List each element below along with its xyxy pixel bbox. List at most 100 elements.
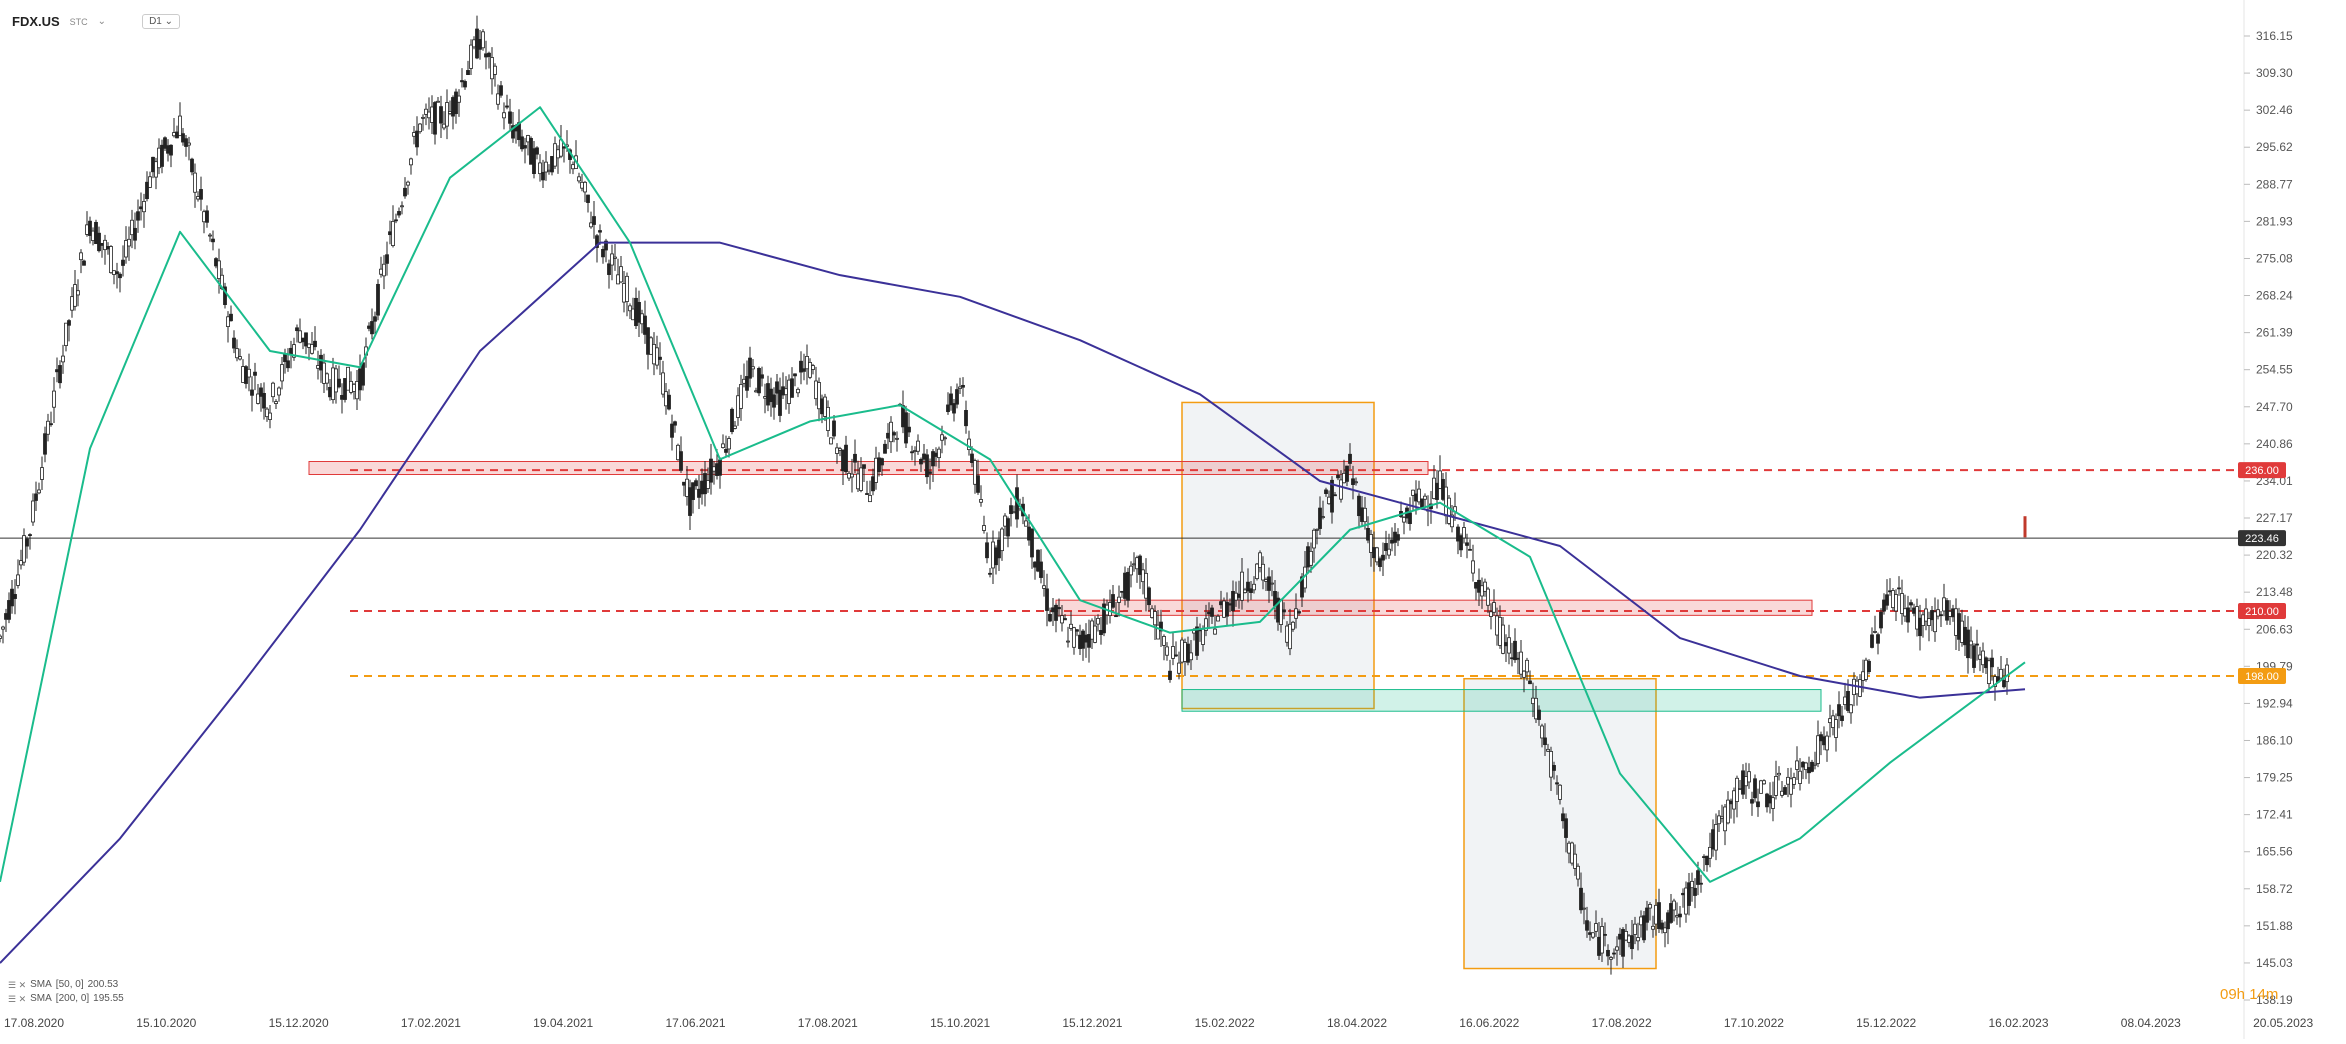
candle-body: [760, 374, 764, 379]
candle-body: [688, 487, 692, 516]
candle-body: [55, 369, 59, 373]
legend-row-sma50[interactable]: ☰ ✕ SMA [50, 0] 200.53: [8, 978, 124, 992]
candle-body: [1492, 602, 1496, 613]
toolbar: FDX.US STC ⌄ D1 ⌄: [12, 14, 181, 29]
candle-body: [1645, 907, 1649, 923]
candle-body: [436, 100, 440, 103]
candle-body: [1744, 776, 1748, 787]
candle-body: [280, 364, 284, 382]
candle-body: [1285, 625, 1289, 643]
candle-body: [94, 221, 98, 245]
candle-body: [1900, 593, 1904, 614]
candle-body: [769, 388, 773, 403]
candle-body: [1048, 613, 1052, 622]
candle-body: [1294, 608, 1298, 619]
candle-body: [1699, 882, 1703, 885]
symbol-label[interactable]: FDX.US: [12, 14, 60, 29]
candle-body: [1393, 531, 1397, 543]
candle-body: [1261, 563, 1265, 581]
candle-body: [1630, 935, 1634, 950]
candle-body: [1168, 670, 1172, 680]
candle-body: [1132, 563, 1136, 566]
candle-body: [838, 448, 842, 451]
candle-body: [148, 176, 152, 188]
level-tag-label: 236.00: [2245, 465, 2279, 477]
candle-body: [283, 354, 287, 363]
candle-body: [1897, 587, 1901, 590]
candle-body: [253, 371, 257, 376]
candle-body: [598, 230, 602, 233]
y-tick-label: 240.86: [2256, 437, 2293, 451]
candle-body: [301, 337, 305, 343]
eye-icon[interactable]: ☰ ✕: [8, 980, 27, 990]
y-tick-label: 186.10: [2256, 733, 2293, 747]
timeframe-select[interactable]: D1 ⌄: [142, 14, 181, 29]
x-tick-label: 15.10.2021: [930, 1016, 990, 1030]
candle-body: [757, 368, 761, 394]
candle-body: [1207, 611, 1211, 615]
x-tick-label: 08.04.2023: [2121, 1016, 2181, 1030]
candle-body: [1231, 591, 1235, 612]
candle-body: [907, 426, 911, 433]
candle-body: [277, 387, 281, 396]
candle-body: [328, 386, 332, 398]
candle-body: [1687, 882, 1691, 906]
candle-body: [1339, 479, 1343, 500]
candle-body: [571, 164, 575, 170]
candle-body: [466, 70, 470, 75]
y-tick-label: 275.08: [2256, 251, 2293, 265]
candle-body: [337, 378, 341, 388]
candle-body: [160, 144, 164, 167]
candle-body: [1771, 797, 1775, 809]
candle-body: [1306, 546, 1310, 568]
legend-row-sma200[interactable]: ☰ ✕ SMA [200, 0] 195.55: [8, 992, 124, 1006]
candle-body: [247, 368, 251, 378]
candle-body: [1921, 614, 1925, 626]
level-tag-label: 210.00: [2245, 606, 2279, 618]
candle-body: [136, 211, 140, 221]
candle-body: [934, 452, 938, 457]
candle-body: [1762, 780, 1766, 785]
candle-body: [1420, 498, 1424, 509]
candle-latest: [2023, 516, 2027, 538]
candle-body: [922, 453, 926, 460]
candle-body: [1000, 528, 1004, 552]
candle-body: [1579, 887, 1583, 911]
candle-body: [100, 242, 104, 246]
candle-body: [1201, 628, 1205, 645]
candle-body: [244, 366, 248, 384]
zone-support: [1181, 689, 1822, 712]
candle-body: [1738, 788, 1742, 790]
candle-body: [874, 457, 878, 483]
candle-body: [1135, 557, 1139, 570]
candle-body: [1465, 542, 1469, 546]
candle-body: [1573, 853, 1577, 869]
candle-body: [1183, 642, 1187, 662]
candle-body: [1531, 697, 1535, 705]
eye-icon[interactable]: ☰ ✕: [8, 994, 27, 1004]
candle-body: [916, 440, 920, 452]
candle-body: [1876, 634, 1880, 644]
y-tick-label: 179.25: [2256, 771, 2293, 785]
candle-body: [1063, 618, 1067, 621]
candle-body: [1675, 915, 1679, 918]
candle-body: [1264, 579, 1268, 582]
candle-body: [958, 386, 962, 389]
candle-body: [1141, 569, 1145, 583]
candle-body: [883, 443, 887, 454]
y-tick-label: 309.30: [2256, 66, 2293, 80]
chevron-down-icon[interactable]: ⌄: [97, 16, 107, 27]
candle-body: [1120, 590, 1124, 593]
y-tick-label: 268.24: [2256, 289, 2293, 303]
candle-body: [1153, 611, 1157, 626]
candle-body: [115, 271, 119, 275]
candle-body: [673, 421, 677, 426]
candle-body: [214, 258, 218, 267]
candle-body: [1516, 657, 1520, 660]
x-tick-label: 16.02.2023: [1988, 1016, 2048, 1030]
candle-body: [67, 320, 71, 326]
candle-body: [1258, 552, 1262, 568]
candle-body: [1627, 935, 1631, 943]
